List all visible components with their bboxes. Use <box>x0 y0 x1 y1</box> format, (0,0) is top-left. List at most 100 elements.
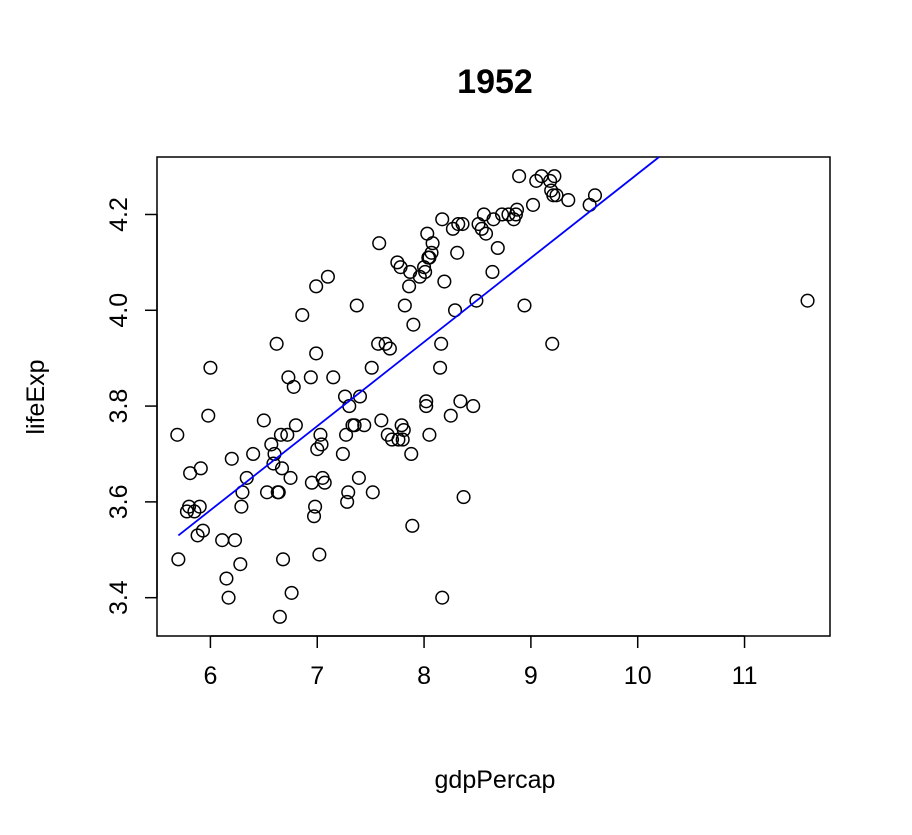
data-point <box>494 207 510 222</box>
data-point <box>320 269 335 284</box>
data-point <box>280 427 295 442</box>
data-point <box>365 485 380 500</box>
data-point <box>313 427 328 442</box>
data-point <box>357 418 372 433</box>
data-point <box>295 308 310 323</box>
data-point <box>246 446 261 462</box>
data-point <box>549 188 564 203</box>
data-point <box>451 217 466 232</box>
data-point <box>273 427 288 442</box>
data-point <box>455 217 470 232</box>
data-point <box>406 317 421 332</box>
data-point <box>309 279 324 294</box>
data-point <box>264 437 279 452</box>
y-tick-label: 4.0 <box>105 293 133 328</box>
data-point <box>349 298 364 313</box>
data-point <box>561 193 576 208</box>
data-point <box>404 446 419 462</box>
x-tick-label: 10 <box>624 662 652 690</box>
data-point <box>395 432 410 447</box>
data-point <box>286 379 301 394</box>
data-point <box>215 533 230 548</box>
data-point <box>525 197 541 212</box>
data-point <box>424 245 439 260</box>
data-point <box>382 341 397 356</box>
data-point <box>474 221 489 236</box>
data-point <box>303 370 318 385</box>
data-point <box>371 336 386 351</box>
x-axis: 6 7 8 9 10 11 <box>203 635 758 690</box>
data-point <box>546 188 561 203</box>
data-point <box>224 451 239 466</box>
data-point <box>233 557 248 572</box>
data-point <box>547 169 562 184</box>
data-point <box>192 499 207 514</box>
data-point <box>509 202 525 217</box>
data-point <box>437 274 452 289</box>
x-tick-label: 7 <box>310 662 324 690</box>
data-point <box>281 370 296 385</box>
data-point <box>402 279 417 294</box>
data-point <box>545 336 560 351</box>
data-point <box>187 504 202 519</box>
data-point <box>221 590 236 605</box>
data-point <box>227 533 243 548</box>
data-point <box>203 360 218 375</box>
data-point <box>419 394 434 409</box>
data-point <box>269 336 284 351</box>
x-tick-label: 9 <box>524 662 538 690</box>
data-point <box>181 499 197 514</box>
data-point <box>422 427 437 442</box>
data-point <box>445 221 460 236</box>
data-point <box>314 437 329 452</box>
data-point <box>274 461 290 476</box>
data-points <box>170 169 815 624</box>
data-point <box>171 552 186 567</box>
data-point <box>234 499 249 514</box>
data-point <box>364 360 379 375</box>
data-point <box>317 475 332 490</box>
chart-title: 1952 <box>457 63 533 101</box>
data-point <box>256 413 271 428</box>
data-point <box>425 236 440 251</box>
data-point <box>384 432 400 447</box>
data-point <box>347 418 362 433</box>
data-point <box>800 293 815 308</box>
data-point <box>339 427 354 442</box>
data-point <box>239 470 254 485</box>
y-axis: 3.4 3.6 3.8 4.0 4.2 <box>105 197 158 615</box>
data-point <box>512 169 527 184</box>
data-point <box>397 298 412 313</box>
y-axis-label: lifeExp <box>22 359 50 434</box>
data-point <box>490 240 505 256</box>
data-point <box>309 346 324 361</box>
data-point <box>271 485 286 500</box>
data-point <box>266 456 281 471</box>
data-point <box>478 226 494 241</box>
y-tick-label: 4.2 <box>105 197 133 232</box>
data-point <box>310 442 325 457</box>
data-point <box>403 264 418 280</box>
data-point <box>272 609 287 624</box>
x-tick-label: 11 <box>732 662 758 690</box>
data-point <box>419 399 434 414</box>
data-point <box>219 571 234 586</box>
data-point <box>396 422 411 438</box>
data-point <box>405 518 420 533</box>
data-point <box>453 394 468 409</box>
data-point <box>193 461 208 476</box>
data-point <box>190 528 205 543</box>
data-point <box>335 446 350 462</box>
data-point <box>433 360 448 375</box>
data-point <box>340 494 355 509</box>
data-point <box>543 173 558 188</box>
data-point <box>308 499 323 514</box>
data-point <box>456 490 471 505</box>
data-point <box>420 226 435 241</box>
data-point <box>450 245 465 260</box>
plot-frame <box>156 156 831 637</box>
data-point <box>501 207 516 222</box>
data-point <box>276 552 291 567</box>
y-tick-label: 3.6 <box>105 484 133 519</box>
